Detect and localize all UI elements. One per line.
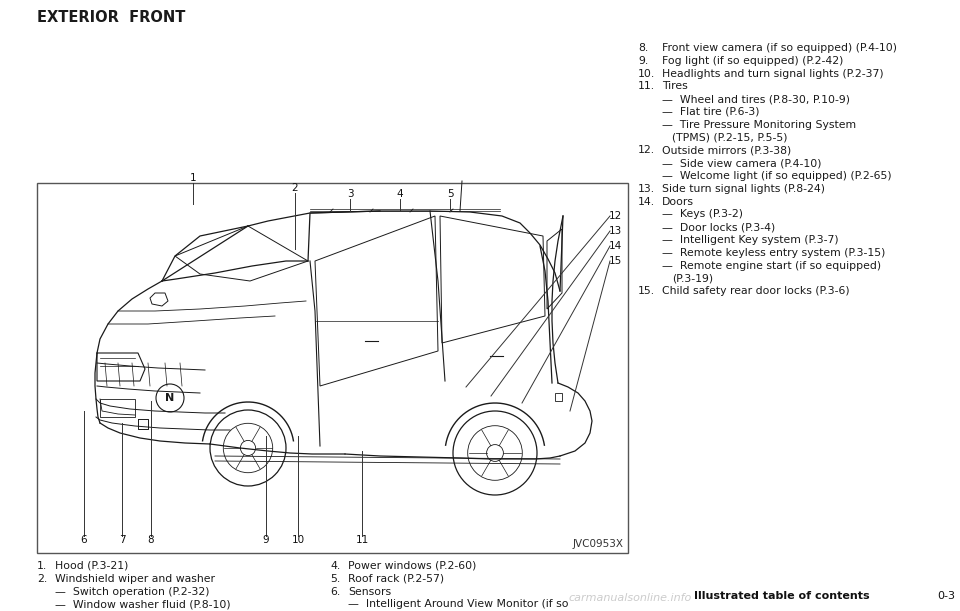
Text: 11.: 11. [638, 81, 655, 92]
Text: 7: 7 [119, 535, 126, 545]
Bar [37, 183, 628, 553]
Text: 11: 11 [355, 535, 369, 545]
Text: 1.: 1. [37, 561, 47, 571]
Text: 3: 3 [347, 189, 353, 199]
Text: (TPMS) (P.2-15, P.5-5): (TPMS) (P.2-15, P.5-5) [672, 133, 787, 142]
Text: 8.: 8. [638, 43, 648, 53]
Text: 15: 15 [609, 256, 622, 266]
Text: Fog light (if so equipped) (P.2-42): Fog light (if so equipped) (P.2-42) [662, 56, 844, 66]
Text: Illustrated table of contents: Illustrated table of contents [694, 591, 870, 601]
Text: 15.: 15. [638, 286, 655, 296]
Text: 12: 12 [609, 211, 622, 221]
Text: Side turn signal lights (P.8-24): Side turn signal lights (P.8-24) [662, 184, 825, 194]
Text: —  Window washer fluid (P.8-10): — Window washer fluid (P.8-10) [55, 599, 230, 609]
Text: (P.3-19): (P.3-19) [672, 273, 713, 284]
Text: Doors: Doors [662, 197, 694, 207]
Text: —  Wheel and tires (P.8-30, P.10-9): — Wheel and tires (P.8-30, P.10-9) [662, 94, 850, 104]
Text: —  Intelligent Key system (P.3-7): — Intelligent Key system (P.3-7) [662, 235, 839, 245]
Text: 8: 8 [148, 535, 155, 545]
Text: —  Switch operation (P.2-32): — Switch operation (P.2-32) [55, 587, 209, 596]
Text: 6.: 6. [330, 587, 340, 596]
Text: 2: 2 [292, 183, 299, 193]
Text: Roof rack (P.2-57): Roof rack (P.2-57) [348, 574, 444, 584]
Text: —  Welcome light (if so equipped) (P.2-65): — Welcome light (if so equipped) (P.2-65… [662, 171, 892, 181]
Text: 5: 5 [446, 189, 453, 199]
Text: Child safety rear door locks (P.3-6): Child safety rear door locks (P.3-6) [662, 286, 850, 296]
Text: —  Remote engine start (if so equipped): — Remote engine start (if so equipped) [662, 261, 881, 271]
Text: 9: 9 [263, 535, 270, 545]
Text: Front view camera (if so equipped) (P.4-10): Front view camera (if so equipped) (P.4-… [662, 43, 897, 53]
Text: 14: 14 [609, 241, 622, 251]
Text: Headlights and turn signal lights (P.2-37): Headlights and turn signal lights (P.2-3… [662, 68, 883, 79]
Text: 5.: 5. [330, 574, 340, 584]
Text: 4: 4 [396, 189, 403, 199]
Text: Tires: Tires [662, 81, 687, 92]
Text: 2.: 2. [37, 574, 47, 584]
Text: Hood (P.3-21): Hood (P.3-21) [55, 561, 129, 571]
Text: Sensors: Sensors [348, 587, 391, 596]
Text: 13: 13 [609, 226, 622, 236]
Text: JVC0953X: JVC0953X [573, 539, 624, 549]
Text: 12.: 12. [638, 145, 655, 155]
Text: Outside mirrors (P.3-38): Outside mirrors (P.3-38) [662, 145, 791, 155]
Bar [100, 399, 135, 417]
Text: —  Keys (P.3-2): — Keys (P.3-2) [662, 210, 743, 219]
Text: —  Intelligent Around View Monitor (if so: — Intelligent Around View Monitor (if so [348, 599, 568, 609]
Text: 1: 1 [190, 173, 196, 183]
Text: N: N [165, 393, 175, 403]
Text: 0-3: 0-3 [937, 591, 955, 601]
Text: —  Flat tire (P.6-3): — Flat tire (P.6-3) [662, 107, 759, 117]
Text: 6: 6 [81, 535, 87, 545]
Text: Windshield wiper and washer: Windshield wiper and washer [55, 574, 215, 584]
Text: —  Side view camera (P.4-10): — Side view camera (P.4-10) [662, 158, 822, 168]
Text: 9.: 9. [638, 56, 648, 66]
Text: —  Remote keyless entry system (P.3-15): — Remote keyless entry system (P.3-15) [662, 248, 885, 258]
Text: —  Tire Pressure Monitoring System: — Tire Pressure Monitoring System [662, 120, 856, 130]
Text: 14.: 14. [638, 197, 655, 207]
Text: EXTERIOR  FRONT: EXTERIOR FRONT [37, 10, 185, 25]
Text: 10.: 10. [638, 68, 656, 79]
Text: 13.: 13. [638, 184, 655, 194]
Text: —  Door locks (P.3-4): — Door locks (P.3-4) [662, 222, 776, 232]
Text: carmanualsonline.info: carmanualsonline.info [568, 593, 691, 603]
Text: 4.: 4. [330, 561, 340, 571]
Text: Power windows (P.2-60): Power windows (P.2-60) [348, 561, 476, 571]
Text: 10: 10 [292, 535, 304, 545]
